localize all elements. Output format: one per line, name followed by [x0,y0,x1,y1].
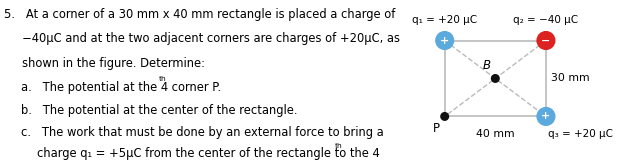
Circle shape [436,32,453,49]
Text: a.   The potential at the 4: a. The potential at the 4 [21,81,168,94]
Text: charge q₁ = +5μC from the center of the rectangle to the 4: charge q₁ = +5μC from the center of the … [37,147,380,160]
Text: shown in the figure. Determine:: shown in the figure. Determine: [4,57,205,70]
Text: 40 mm: 40 mm [476,129,514,139]
Text: 30 mm: 30 mm [551,74,590,83]
Text: corner P.: corner P. [168,81,221,94]
Circle shape [537,108,555,125]
Text: q₂ = −40 μC: q₂ = −40 μC [513,15,579,25]
Circle shape [537,32,555,49]
Text: +: + [541,111,550,122]
Text: c.   The work that must be done by an external force to bring a: c. The work that must be done by an exte… [21,126,384,139]
Text: b.   The potential at the center of the rectangle.: b. The potential at the center of the re… [21,104,298,117]
Circle shape [491,75,499,82]
Text: 5.   At a corner of a 30 mm x 40 mm rectangle is placed a charge of: 5. At a corner of a 30 mm x 40 mm rectan… [4,8,395,21]
Text: q₃ = +20 μC: q₃ = +20 μC [548,129,613,139]
Text: q₁ = +20 μC: q₁ = +20 μC [412,15,477,25]
Text: th: th [159,76,167,82]
Text: +: + [440,35,449,46]
Text: P: P [433,122,440,134]
Text: −: − [541,35,550,46]
Text: B: B [482,59,490,72]
Text: th: th [335,143,343,149]
Circle shape [441,113,448,120]
Text: −40μC and at the two adjacent corners are charges of +20μC, as: −40μC and at the two adjacent corners ar… [4,32,400,45]
